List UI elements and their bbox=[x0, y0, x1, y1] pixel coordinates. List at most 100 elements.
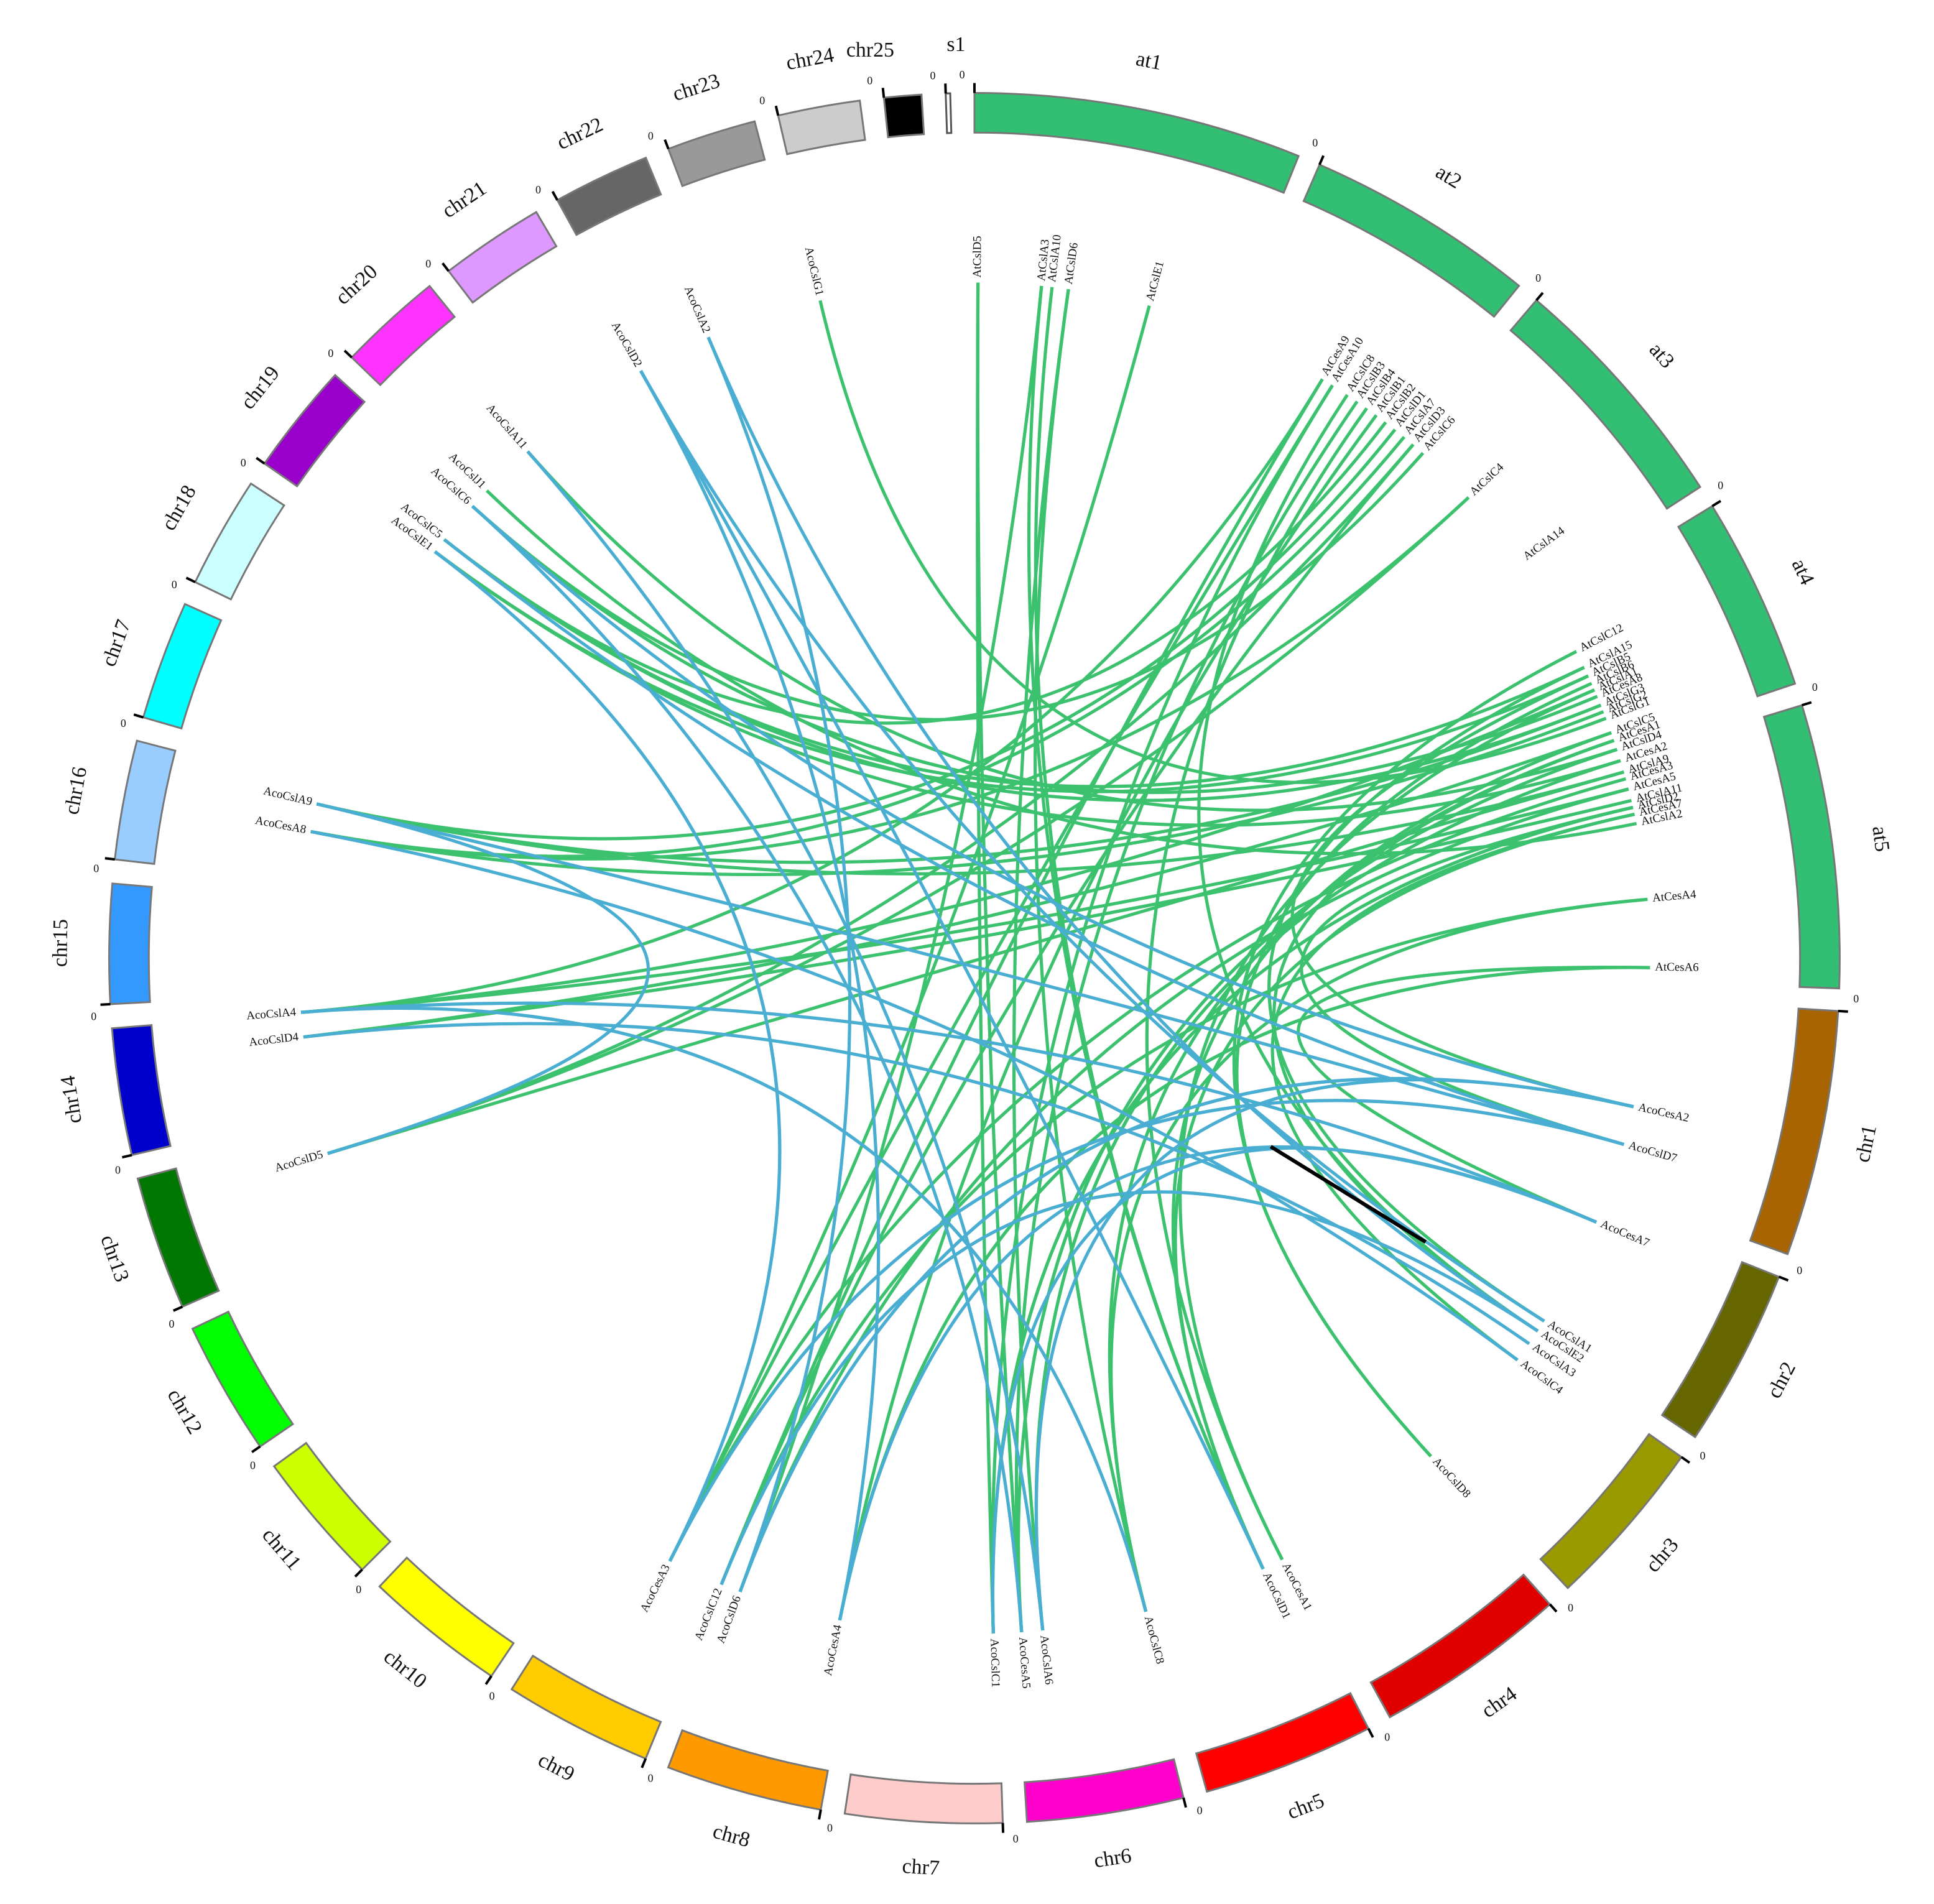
chromosome-segment bbox=[945, 92, 953, 134]
link bbox=[738, 285, 1043, 1592]
chromosome-segment bbox=[777, 99, 866, 155]
gene-label: AcoCslC8 bbox=[1142, 1615, 1167, 1666]
chromosome-segment bbox=[1749, 1007, 1839, 1255]
link bbox=[818, 300, 1607, 784]
segment-label: chr1 bbox=[1851, 1123, 1881, 1164]
start-tick bbox=[1535, 292, 1544, 302]
chromosome-segment bbox=[1762, 704, 1841, 990]
gene-label: AcoCslD2 bbox=[609, 320, 645, 369]
tick-label: 0 bbox=[172, 578, 177, 591]
segment-label: chr24 bbox=[784, 44, 836, 75]
start-tick bbox=[1680, 1456, 1691, 1464]
start-tick bbox=[104, 857, 115, 861]
tick-label: 0 bbox=[489, 1690, 495, 1703]
link bbox=[719, 1190, 1539, 1586]
start-tick bbox=[122, 1153, 132, 1159]
chromosome-segment bbox=[1023, 1758, 1185, 1823]
link bbox=[706, 336, 852, 1592]
tick-label: 0 bbox=[827, 1821, 833, 1834]
chromosome-segment bbox=[882, 93, 925, 139]
link bbox=[991, 1146, 1598, 1634]
link bbox=[668, 1099, 1625, 1562]
start-tick bbox=[442, 262, 450, 272]
link bbox=[300, 1001, 1598, 1224]
start-tick bbox=[944, 83, 947, 94]
tick-label: 0 bbox=[1853, 992, 1859, 1005]
tick-label: 0 bbox=[121, 717, 126, 729]
gene-label: AcoCesA3 bbox=[638, 1563, 673, 1615]
segment-label: chr25 bbox=[846, 39, 894, 62]
link bbox=[300, 1006, 1148, 1612]
gene-label: AtCslE1 bbox=[1144, 260, 1167, 302]
chromosome-segment bbox=[1302, 163, 1520, 318]
gene-label: AcoCesA7 bbox=[1599, 1218, 1652, 1250]
segment-label: chr6 bbox=[1093, 1844, 1133, 1873]
chromosome-segment bbox=[142, 603, 223, 730]
gene-label: AcoCslD7 bbox=[1627, 1139, 1678, 1165]
chromosome-segment bbox=[191, 1310, 295, 1448]
tick-label: 0 bbox=[1700, 1449, 1706, 1462]
segment-label: chr12 bbox=[163, 1385, 206, 1438]
segment-label: at5 bbox=[1867, 825, 1894, 853]
link bbox=[443, 421, 1387, 725]
link bbox=[471, 505, 1634, 1109]
gene-label: AcoCslD4 bbox=[248, 1030, 299, 1049]
link bbox=[1297, 966, 1650, 1224]
start-tick bbox=[1802, 701, 1812, 707]
start-tick bbox=[185, 576, 196, 583]
segment-label: chr17 bbox=[97, 617, 135, 670]
tick-label: 0 bbox=[1384, 1731, 1390, 1744]
segment-label: chr15 bbox=[49, 919, 72, 968]
chromosome-segment bbox=[1539, 1433, 1683, 1589]
tick-label: 0 bbox=[535, 183, 541, 196]
start-tick bbox=[1182, 1797, 1187, 1808]
link bbox=[316, 802, 1625, 1146]
start-tick bbox=[343, 349, 353, 359]
link bbox=[838, 1145, 1598, 1621]
start-tick bbox=[1838, 1009, 1848, 1013]
segment-label: chr4 bbox=[1478, 1682, 1522, 1722]
start-tick bbox=[256, 456, 266, 465]
gene-label: AcoCslC1 bbox=[988, 1638, 1002, 1688]
chromosome-segment bbox=[973, 92, 1300, 194]
tick-label: 0 bbox=[1797, 1264, 1802, 1277]
link bbox=[471, 505, 1598, 794]
start-tick bbox=[641, 1758, 647, 1768]
chromosome-segment bbox=[1369, 1573, 1552, 1719]
chromosome-segment bbox=[111, 1024, 172, 1157]
gene-label: AtCslC4 bbox=[1467, 460, 1506, 498]
link bbox=[668, 384, 1334, 1562]
links bbox=[300, 282, 1650, 1634]
gene-label: AcoCslG1 bbox=[802, 246, 826, 297]
tick-label: 0 bbox=[250, 1459, 256, 1471]
tick-label: 0 bbox=[1568, 1602, 1573, 1614]
chromosome-segment bbox=[1660, 1260, 1780, 1439]
gene-label: AcoCslA6 bbox=[1037, 1635, 1055, 1686]
tick-label: 0 bbox=[930, 69, 936, 81]
segment-label: chr22 bbox=[553, 113, 607, 155]
link bbox=[433, 550, 1621, 827]
segment-label: chr9 bbox=[534, 1749, 578, 1786]
start-tick bbox=[354, 1568, 363, 1578]
start-tick bbox=[1548, 1603, 1558, 1613]
link bbox=[303, 1022, 1530, 1346]
link bbox=[300, 688, 1596, 1014]
chromosome-segment bbox=[272, 1441, 392, 1571]
tick-label: 0 bbox=[93, 862, 99, 875]
link bbox=[1267, 665, 1585, 1323]
tick-label: 0 bbox=[1718, 479, 1723, 492]
start-tick bbox=[133, 713, 144, 719]
gene-label: AtCesA6 bbox=[1655, 961, 1699, 974]
gene-label: AcoCesA2 bbox=[1637, 1101, 1691, 1125]
chromosome-segment bbox=[378, 1556, 515, 1678]
gene-label: AcoCslA9 bbox=[262, 784, 314, 808]
tick-label: 0 bbox=[1812, 681, 1818, 693]
gene-label: AcoCslD8 bbox=[1430, 1455, 1473, 1500]
chromosome-segment bbox=[1677, 504, 1797, 698]
gene-label: AcoCslA2 bbox=[682, 284, 713, 335]
link bbox=[443, 538, 1625, 1146]
gene-label: AcoCslA4 bbox=[246, 1005, 297, 1022]
tick-label: 0 bbox=[960, 68, 965, 81]
segment-label: at1 bbox=[1134, 47, 1164, 75]
tick-label: 0 bbox=[867, 75, 872, 87]
